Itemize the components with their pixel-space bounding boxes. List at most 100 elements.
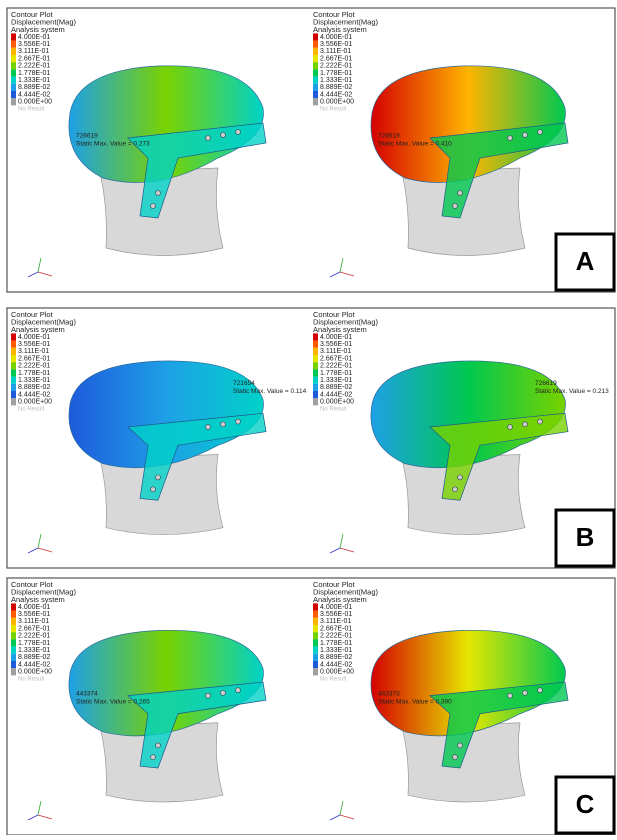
legend-level: 8.889E-02	[18, 84, 50, 91]
legend-swatch	[11, 55, 16, 62]
legend-swatch	[313, 69, 318, 76]
legend-level: 3.111E-01	[320, 348, 351, 355]
legend-swatch	[313, 333, 318, 340]
no-result: No Result	[18, 107, 45, 113]
screw-hole	[206, 425, 211, 430]
screw-hole	[206, 136, 211, 141]
legend-swatch	[11, 398, 16, 405]
screw-hole	[508, 136, 513, 141]
legend-swatch	[313, 355, 318, 362]
legend-swatch	[11, 654, 16, 661]
node-id: 443373	[378, 691, 400, 698]
screw-hole	[221, 422, 226, 427]
panel: Contour PlotDisplacement(Mag)Analysis sy…	[7, 578, 615, 835]
legend-level: 0.000E+00	[320, 99, 354, 106]
legend-swatch	[11, 391, 16, 398]
legend-level: 1.333E-01	[320, 647, 352, 654]
legend-level: 4.000E-01	[18, 334, 50, 341]
screw-hole	[458, 191, 463, 196]
max-value-label: Static Max. Value = 0.410	[378, 141, 452, 148]
legend-swatch	[11, 355, 16, 362]
legend-level: 3.556E-01	[18, 611, 50, 618]
screw-hole	[206, 693, 211, 698]
legend-level: 8.889E-02	[320, 654, 352, 661]
legend-swatch	[313, 398, 318, 405]
legend-swatch	[313, 91, 318, 98]
figure: Contour PlotDisplacement(Mag)Analysis sy…	[0, 0, 617, 835]
legend-level: 3.556E-01	[18, 341, 50, 348]
legend-level: 4.000E-01	[320, 604, 352, 611]
screw-hole	[151, 755, 156, 760]
legend-swatch	[11, 632, 16, 639]
screw-hole	[508, 425, 513, 430]
no-result: No Result	[320, 407, 347, 413]
legend-swatch	[11, 639, 16, 646]
screw-hole	[538, 688, 543, 693]
legend-swatch	[313, 639, 318, 646]
legend-swatch	[11, 69, 16, 76]
legend-level: 8.889E-02	[320, 384, 352, 391]
legend-level: 4.000E-01	[320, 34, 352, 41]
legend-level: 4.444E-02	[320, 91, 352, 98]
legend-swatch	[11, 384, 16, 391]
legend-level: 1.778E-01	[320, 640, 352, 647]
screw-hole	[151, 204, 156, 209]
legend-level: 1.333E-01	[18, 647, 50, 654]
screw-hole	[156, 743, 161, 748]
node-id: 726619	[535, 380, 557, 387]
legend-level: 0.000E+00	[18, 669, 52, 676]
legend-swatch	[11, 625, 16, 632]
panel-label: A	[576, 246, 595, 276]
screw-hole	[156, 191, 161, 196]
screw-hole	[236, 419, 241, 424]
screw-hole	[458, 475, 463, 480]
screw-hole	[236, 688, 241, 693]
legend-swatch	[11, 84, 16, 91]
legend-swatch	[313, 647, 318, 654]
legend-swatch	[313, 369, 318, 376]
screw-hole	[453, 487, 458, 492]
legend-level: 4.444E-02	[18, 661, 50, 668]
legend-level: 4.444E-02	[320, 661, 352, 668]
legend-level: 1.778E-01	[18, 70, 50, 77]
legend-level: 2.222E-01	[18, 63, 50, 70]
screw-hole	[151, 487, 156, 492]
legend-level: 4.000E-01	[18, 34, 50, 41]
legend-level: 2.667E-01	[320, 355, 352, 362]
legend-swatch	[11, 668, 16, 675]
legend-level: 2.222E-01	[320, 63, 352, 70]
legend-level: 1.333E-01	[320, 377, 352, 384]
legend-swatch	[11, 603, 16, 610]
legend-swatch	[313, 62, 318, 69]
legend-level: 8.889E-02	[18, 654, 50, 661]
no-result: No Result	[18, 677, 45, 683]
legend-level: 1.333E-01	[320, 77, 352, 84]
legend-swatch	[313, 33, 318, 40]
legend-level: 3.556E-01	[18, 41, 50, 48]
legend-swatch	[11, 362, 16, 369]
legend-swatch	[313, 341, 318, 348]
screw-hole	[458, 743, 463, 748]
legend-level: 2.667E-01	[18, 355, 50, 362]
legend-swatch	[313, 348, 318, 355]
legend-level: 1.778E-01	[320, 370, 352, 377]
screw-hole	[453, 204, 458, 209]
legend-level: 3.111E-01	[18, 618, 49, 625]
max-value-label: Static Max. Value = 0.265	[76, 699, 150, 706]
legend-swatch	[11, 661, 16, 668]
legend-level: 2.222E-01	[18, 363, 50, 370]
legend-swatch	[313, 362, 318, 369]
legend-swatch	[11, 62, 16, 69]
max-value-label: Static Max. Value = 0.390	[378, 699, 452, 706]
legend-swatch	[313, 632, 318, 639]
screw-hole	[221, 133, 226, 138]
legend-level: 3.111E-01	[18, 348, 49, 355]
legend-swatch	[313, 611, 318, 618]
legend-swatch	[313, 625, 318, 632]
legend-swatch	[313, 654, 318, 661]
legend-level: 8.889E-02	[320, 84, 352, 91]
legend-swatch	[11, 618, 16, 625]
screw-hole	[538, 130, 543, 135]
max-value-label: Static Max. Value = 0.114	[233, 388, 307, 395]
panel-label: C	[576, 789, 595, 819]
